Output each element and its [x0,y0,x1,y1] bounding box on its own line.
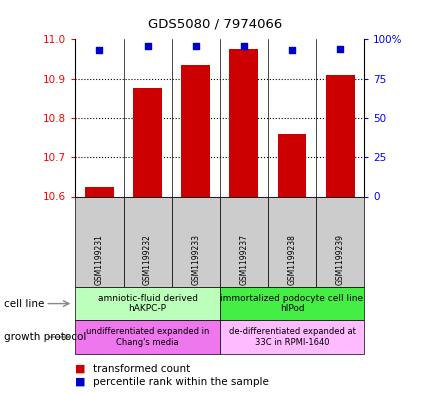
Text: GSM1199238: GSM1199238 [287,234,296,285]
Point [288,47,295,53]
Bar [277,134,306,196]
Text: ■: ■ [75,377,86,387]
Text: GSM1199239: GSM1199239 [335,234,344,285]
Text: GSM1199233: GSM1199233 [191,234,200,285]
Bar [229,49,258,196]
Bar [181,65,210,196]
Text: de-differentiated expanded at
33C in RPMI-1640: de-differentiated expanded at 33C in RPM… [228,327,355,347]
Text: immortalized podocyte cell line
hIPod: immortalized podocyte cell line hIPod [220,294,363,313]
Bar [325,75,354,196]
Text: ■: ■ [75,364,86,374]
Text: percentile rank within the sample: percentile rank within the sample [92,377,268,387]
Point [144,42,151,49]
Text: GSM1199232: GSM1199232 [143,234,152,285]
Text: GSM1199231: GSM1199231 [95,234,104,285]
Point [336,46,343,52]
Point [240,42,247,49]
Text: amniotic-fluid derived
hAKPC-P: amniotic-fluid derived hAKPC-P [97,294,197,313]
Text: GDS5080 / 7974066: GDS5080 / 7974066 [148,18,282,31]
Bar [133,88,162,196]
Text: growth protocol: growth protocol [4,332,86,342]
Point [96,47,103,53]
Text: cell line: cell line [4,299,45,309]
Text: GSM1199237: GSM1199237 [239,234,248,285]
Text: transformed count: transformed count [92,364,190,374]
Bar [85,187,114,196]
Text: undifferentiated expanded in
Chang's media: undifferentiated expanded in Chang's med… [86,327,209,347]
Point [192,42,199,49]
